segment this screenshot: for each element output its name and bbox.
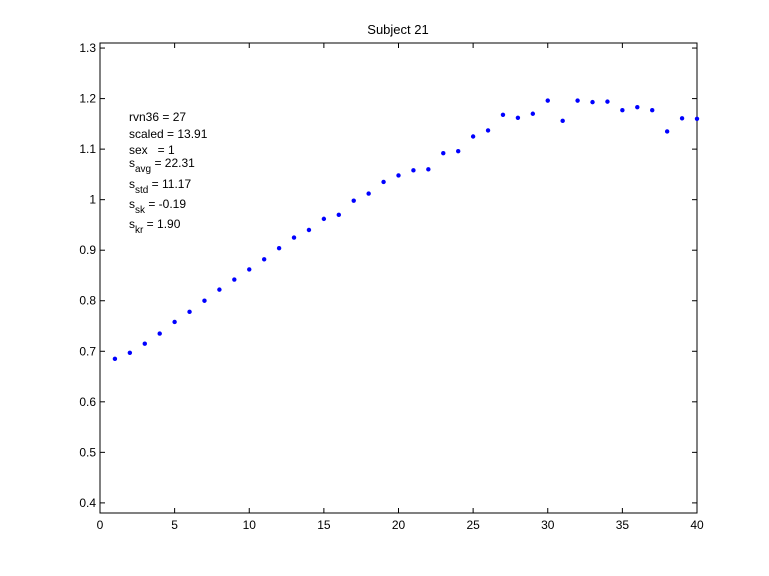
y-axis: 0.4 0.5 0.6 0.7 0.8 0.9 1 1.1 1.2 1.3 [79,41,697,510]
annotation-s-kr: skr = 1.90 [129,217,181,236]
y-tick-label: 0.4 [79,496,96,510]
data-point [426,167,431,172]
data-point [560,118,565,124]
data-point [306,227,312,233]
annotation-s-sk-base: s [129,197,135,211]
annotation-rvn36: rvn36 = 27 [129,110,186,124]
data-point [217,287,222,292]
annotation-s-kr-base: s [129,217,135,231]
plot-area [99,42,698,514]
x-tick-label: 5 [171,518,178,532]
annotation-s-kr-sub: kr [135,225,144,236]
y-tick-label: 0.8 [79,294,96,308]
data-point [381,179,386,185]
data-point [590,99,595,105]
data-point [500,112,506,117]
data-point [411,168,416,173]
data-point [157,331,162,336]
x-tick-label: 20 [392,518,406,532]
data-point [366,191,371,196]
data-point [694,116,700,122]
data-point [456,148,461,154]
data-point [485,128,491,133]
y-tick-label: 0.9 [79,243,96,257]
data-point [530,111,536,116]
data-point [635,104,640,110]
data-point [276,245,282,251]
data-point [650,108,655,113]
data-point [664,129,670,134]
stats-annotation: rvn36 = 27 scaled = 13.91 sex = 1 savg =… [129,110,208,236]
annotation-s-sk: ssk = -0.19 [129,197,186,216]
y-tick-label: 1.1 [79,142,96,156]
data-point [112,356,118,362]
x-tick-label: 35 [616,518,630,532]
data-point [202,298,207,303]
annotation-s-std: sstd = 11.17 [129,177,191,196]
data-point [515,115,521,120]
annotation-s-avg-base: s [129,156,135,170]
x-tick-label: 40 [690,518,704,532]
data-point [127,350,133,355]
data-point [172,319,177,325]
data-point [620,108,625,113]
y-tick-label: 0.5 [79,445,96,459]
data-point [187,309,192,315]
annotation-s-sk-value: = -0.19 [145,197,186,211]
data-point [396,173,401,178]
y-tick-label: 0.7 [79,344,96,358]
x-tick-label: 25 [466,518,480,532]
annotation-s-std-sub: std [135,185,148,196]
data-point [321,216,327,222]
annotation-s-std-base: s [129,177,135,191]
data-point [470,134,476,139]
y-tick-label: 1.2 [79,92,96,106]
data-point [575,98,580,103]
y-tick-label: 0.6 [79,395,96,409]
x-tick-label: 10 [243,518,257,532]
x-axis: 0 5 10 15 20 25 30 35 40 [97,43,704,532]
data-point [441,150,446,156]
annotation-s-avg-value: = 22.31 [151,156,195,170]
annotation-s-kr-value: = 1.90 [143,217,180,231]
x-tick-label: 0 [97,518,104,532]
chart-title: Subject 21 [367,22,428,37]
data-point [679,116,685,121]
annotation-sex: sex = 1 [129,143,175,157]
data-point [336,212,341,218]
data-point [605,99,610,104]
x-tick-label: 30 [541,518,555,532]
data-point [545,98,550,103]
data-point [351,198,356,203]
data-point [247,267,252,272]
annotation-scaled: scaled = 13.91 [129,127,208,141]
data-series [112,98,700,362]
annotation-s-std-value: = 11.17 [148,177,191,191]
data-point [232,277,237,282]
annotation-s-avg: savg = 22.31 [129,156,195,175]
data-point [142,341,147,346]
annotation-s-avg-sub: avg [135,164,151,175]
data-point [261,257,267,262]
annotation-s-sk-sub: sk [135,205,146,216]
y-tick-label: 1.3 [79,41,96,55]
y-tick-label: 1 [89,193,96,207]
data-point [291,235,297,240]
x-tick-label: 15 [317,518,331,532]
